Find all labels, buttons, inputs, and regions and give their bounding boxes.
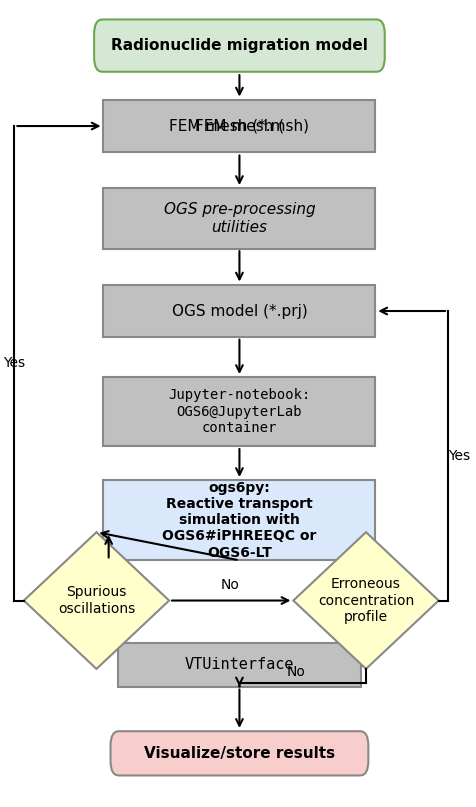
Text: Visualize/store results: Visualize/store results: [144, 746, 334, 761]
Text: VTUinterface: VTUinterface: [184, 658, 294, 672]
FancyBboxPatch shape: [103, 480, 375, 560]
Text: ogs6py:
Reactive transport
simulation with
OGS6#iPHREEQC or
OGS6-LT: ogs6py: Reactive transport simulation wi…: [162, 481, 316, 559]
FancyBboxPatch shape: [103, 100, 375, 153]
Text: Jupyter-notebook:
OGS6@JupyterLab
container: Jupyter-notebook: OGS6@JupyterLab contai…: [168, 388, 310, 435]
Polygon shape: [24, 532, 169, 669]
Text: Erroneous
concentration
profile: Erroneous concentration profile: [317, 577, 413, 624]
Text: Yes: Yes: [3, 356, 25, 370]
Text: Spurious
oscillations: Spurious oscillations: [58, 585, 135, 616]
FancyBboxPatch shape: [103, 188, 375, 249]
Text: No: No: [286, 664, 305, 679]
Text: Yes: Yes: [447, 449, 469, 462]
FancyBboxPatch shape: [110, 731, 367, 776]
Text: No: No: [220, 579, 239, 592]
FancyBboxPatch shape: [103, 378, 375, 445]
FancyBboxPatch shape: [103, 285, 375, 337]
Text: OGS pre-processing
utilities: OGS pre-processing utilities: [163, 203, 315, 235]
Text: FEM mesh (*.msh): FEM mesh (*.msh): [169, 119, 309, 133]
FancyBboxPatch shape: [117, 642, 360, 687]
Text: Radionuclide migration model: Radionuclide migration model: [111, 38, 367, 53]
Text: OGS model (*.prj): OGS model (*.prj): [171, 303, 307, 319]
FancyBboxPatch shape: [94, 19, 384, 72]
Polygon shape: [293, 532, 438, 669]
Text: FEM mesh (: FEM mesh (: [195, 119, 283, 133]
